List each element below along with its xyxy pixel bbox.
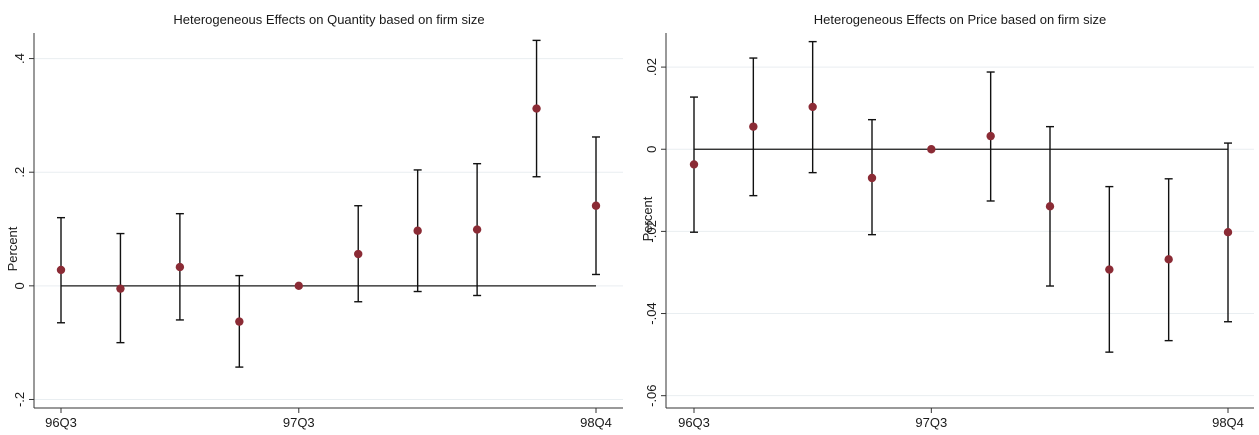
x-tick-label: 98Q4	[1212, 415, 1244, 430]
y-tick-label: -.2	[12, 392, 27, 407]
y-tick-label: -.06	[644, 384, 659, 406]
price-panel: Heterogeneous Effects on Price based on …	[640, 12, 1254, 430]
y-tick-label: .4	[12, 53, 27, 64]
data-point	[116, 284, 125, 293]
chart-title: Heterogeneous Effects on Quantity based …	[173, 12, 484, 27]
data-point	[472, 225, 482, 234]
y-tick-label: 0	[12, 282, 27, 289]
data-point	[1105, 265, 1114, 274]
data-point	[1164, 255, 1173, 264]
data-point	[56, 265, 66, 275]
x-tick-label: 98Q4	[580, 415, 612, 430]
data-point	[354, 249, 363, 259]
data-point	[749, 122, 758, 131]
x-tick-label: 97Q3	[915, 415, 947, 430]
data-point	[591, 201, 601, 210]
data-point	[808, 102, 817, 112]
x-tick-label: 96Q3	[678, 415, 710, 430]
x-tick-label: 96Q3	[45, 415, 77, 430]
chart-title: Heterogeneous Effects on Price based on …	[814, 12, 1106, 27]
y-tick-label: -.02	[644, 220, 659, 242]
data-point	[294, 281, 303, 291]
data-point	[175, 262, 185, 272]
y-tick-label: -.04	[644, 302, 659, 324]
data-point	[927, 145, 936, 154]
data-point	[689, 160, 699, 169]
x-tick-label: 97Q3	[283, 415, 315, 430]
quantity-panel: Heterogeneous Effects on Quantity based …	[5, 12, 623, 430]
data-point	[1223, 228, 1233, 237]
data-point	[1045, 202, 1055, 211]
data-point	[867, 173, 877, 183]
data-point	[413, 226, 422, 235]
y-tick-label: .02	[644, 58, 659, 76]
data-point	[986, 131, 995, 141]
y-axis-label: Percent	[5, 226, 20, 271]
y-axis-label: Percent	[640, 196, 655, 241]
y-tick-label: .2	[12, 167, 27, 178]
data-point	[235, 317, 244, 326]
y-tick-label: 0	[644, 146, 659, 153]
data-point	[532, 104, 541, 113]
